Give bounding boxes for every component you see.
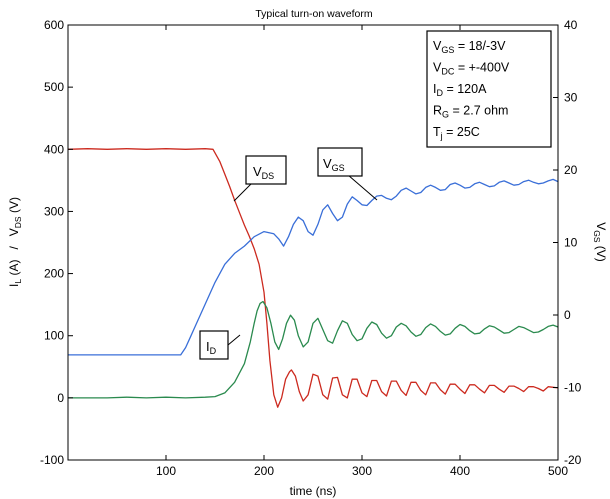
vgs-callout-part: GS: [332, 163, 345, 173]
y-left-tick-label: 500: [44, 80, 64, 94]
vgs-callout-leader: [347, 174, 378, 201]
condition-line: ID = 120A: [433, 82, 487, 98]
series-id-line: [68, 300, 559, 399]
y-axis-left-label: IL (A) / VDS (V): [7, 197, 23, 287]
id-callout-part: I: [206, 339, 210, 354]
y-axis-left: -100 0 100 200 300 400 500 600: [40, 18, 73, 467]
ylabel-left-part: L: [13, 279, 23, 284]
x-tick-label: 400: [450, 464, 470, 478]
vgs-callout-box: [317, 147, 363, 177]
id-callout-leader: [227, 334, 241, 346]
ylabel-right-part: GS: [592, 230, 602, 243]
y-left-tick-label: -100: [40, 453, 64, 467]
condition-line: RG = 2.7 ohm: [433, 104, 508, 120]
vds-callout-part: DS: [262, 171, 275, 181]
y-right-tick-label: 30: [564, 91, 578, 105]
x-tick-label: 100: [156, 464, 176, 478]
y-left-tick-label: 600: [44, 18, 64, 32]
condition-line: Tj = 25C: [433, 125, 480, 141]
series-vds-line: [67, 148, 559, 408]
vgs-callout-label: VGS: [323, 156, 345, 173]
y-left-tick-label: 100: [44, 329, 64, 343]
y-left-tick-label: 300: [44, 204, 64, 218]
y-left-tick-label: 0: [57, 391, 64, 405]
series-layer: [67, 148, 559, 408]
y-right-tick-label: 0: [564, 308, 571, 322]
y-left-tick-label: 400: [44, 142, 64, 156]
conditions-lines: VGS = 18/-3V VDC = +-400V ID = 120A RG = 2.…: [433, 39, 510, 141]
vds-callout-box: [245, 155, 287, 185]
chart-title: Typical turn-on waveform: [255, 8, 373, 20]
vds-callout: VDS: [233, 155, 287, 202]
x-tick-label: 500: [548, 464, 568, 478]
vgs-callout-part: V: [323, 156, 332, 171]
y-right-tick-label: 10: [564, 236, 578, 250]
ylabel-left-part: (A) / V: [7, 228, 21, 279]
ylabel-left-part: I: [7, 284, 21, 287]
y-axis-right-label: VGS (V): [592, 222, 608, 262]
x-tick-label: 200: [254, 464, 274, 478]
x-axis: 100 200 300 400 500: [156, 25, 568, 478]
ylabel-left-part: (V): [7, 197, 21, 216]
condition-line: VGS = 18/-3V: [433, 39, 506, 55]
y-left-tick-label: 200: [44, 267, 64, 281]
conditions-box: VGS = 18/-3V VDC = +-400V ID = 120A RG = 2.…: [426, 30, 552, 148]
id-callout-box: [199, 330, 229, 360]
series-vgs-line: [68, 178, 559, 356]
x-axis-label: time (ns): [290, 484, 337, 498]
vds-callout-part: V: [253, 164, 262, 179]
vds-callout-label: VDS: [253, 164, 274, 181]
ylabel-right-part: (V): [594, 242, 608, 261]
y-right-tick-label: -20: [564, 453, 582, 467]
ylabel-left-part: DS: [13, 216, 23, 228]
y-right-tick-label: 20: [564, 163, 578, 177]
id-callout-label: ID: [206, 339, 217, 356]
id-callout-part: D: [210, 346, 217, 356]
y-axis-right: -20 -10 0 10 20 30 40: [553, 18, 582, 467]
y-right-tick-label: 40: [564, 18, 578, 32]
id-callout: ID: [199, 330, 241, 360]
condition-line: VDC = +-400V: [433, 61, 510, 77]
conditions-frame: [426, 30, 552, 148]
x-tick-label: 300: [352, 464, 372, 478]
y-right-tick-label: -10: [564, 381, 582, 395]
vds-callout-leader: [233, 182, 253, 202]
ylabel-right-part: V: [594, 222, 608, 230]
vgs-callout: VGS: [317, 147, 378, 201]
